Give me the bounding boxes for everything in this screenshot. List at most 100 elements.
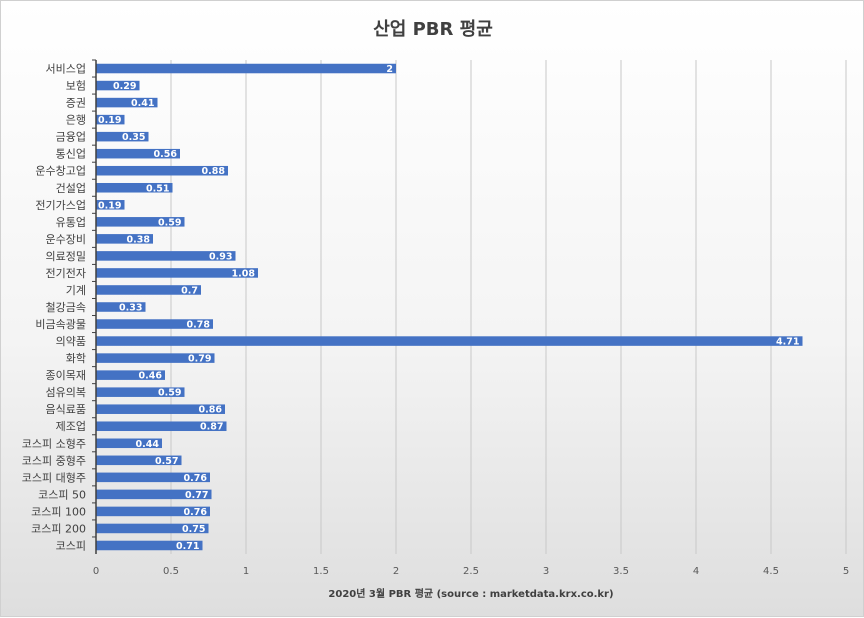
category-label: 금융업 xyxy=(56,131,86,144)
bar xyxy=(96,251,236,261)
x-tick-label: 0.5 xyxy=(163,566,179,577)
bar xyxy=(96,472,210,483)
x-tick-label: 3.5 xyxy=(613,566,629,577)
bar xyxy=(96,217,185,227)
data-label: 0.79 xyxy=(188,354,211,365)
category-label: 증권 xyxy=(66,97,86,110)
bar xyxy=(96,182,173,193)
bar xyxy=(96,540,203,551)
bar xyxy=(96,438,162,449)
data-label: 0.41 xyxy=(131,98,154,109)
bar xyxy=(96,387,185,397)
data-label: 0.19 xyxy=(98,115,121,126)
category-label: 전기가스업 xyxy=(35,199,86,212)
category-label: 코스피 소형주 xyxy=(22,437,86,450)
category-label: 제조업 xyxy=(56,420,86,433)
data-label: 0.59 xyxy=(158,388,181,399)
category-label: 코스피 xyxy=(56,539,86,552)
category-label: 철강금속 xyxy=(46,301,86,314)
category-label: 코스피 대형주 xyxy=(22,471,86,484)
x-tick-label: 2.5 xyxy=(463,566,479,577)
bar xyxy=(96,353,215,363)
x-axis-title: 2020년 3월 PBR 평균 (source : marketdata.krx… xyxy=(328,589,614,600)
data-label: 4.71 xyxy=(776,337,799,348)
data-label: 0.33 xyxy=(119,303,142,314)
bar xyxy=(96,165,228,176)
data-label: 0.57 xyxy=(155,456,178,467)
data-label: 0.46 xyxy=(139,371,163,382)
category-label: 코스피 중형주 xyxy=(22,454,86,467)
category-label: 기계 xyxy=(66,284,86,297)
bar xyxy=(96,148,180,159)
bar xyxy=(96,506,210,517)
category-label: 코스피 100 xyxy=(31,505,86,518)
data-label: 0.76 xyxy=(184,473,208,484)
category-label: 화학 xyxy=(66,352,86,365)
x-tick-label: 1.5 xyxy=(313,566,329,577)
data-label: 0.75 xyxy=(182,524,205,535)
bar xyxy=(96,523,209,534)
category-label: 종이목재 xyxy=(46,369,86,382)
data-label: 0.86 xyxy=(199,405,223,416)
bar xyxy=(96,268,258,278)
category-label: 음식료품 xyxy=(46,403,86,416)
x-tick-label: 4 xyxy=(693,566,699,577)
data-label: 0.88 xyxy=(202,166,226,177)
x-tick-label: 1 xyxy=(243,566,249,577)
category-label: 의료정밀 xyxy=(46,250,86,263)
category-label: 보험 xyxy=(66,80,86,93)
data-label: 0.93 xyxy=(209,251,232,262)
data-label: 0.78 xyxy=(187,320,211,331)
data-label: 0.59 xyxy=(158,217,181,228)
data-label: 0.77 xyxy=(185,490,208,501)
bar xyxy=(96,114,125,125)
bar xyxy=(96,63,396,74)
data-label: 1.08 xyxy=(232,268,256,279)
category-label: 전기전자 xyxy=(46,267,86,280)
category-label: 유통업 xyxy=(56,216,86,229)
bar xyxy=(96,404,225,414)
bar xyxy=(96,319,213,329)
x-tick-label: 0 xyxy=(93,566,99,577)
bar xyxy=(96,421,227,432)
data-label: 0.71 xyxy=(176,541,199,552)
bar xyxy=(96,370,165,380)
category-label: 코스피 200 xyxy=(31,522,86,535)
x-tick-label: 3 xyxy=(543,566,549,577)
data-label: 0.38 xyxy=(127,234,151,245)
bar xyxy=(96,234,153,244)
x-tick-label: 4.5 xyxy=(763,566,779,577)
category-label: 통신업 xyxy=(56,148,86,161)
data-label: 0.76 xyxy=(184,507,208,518)
bar xyxy=(96,336,803,346)
data-label: 0.87 xyxy=(200,422,223,433)
chart-title: 산업 PBR 평균 xyxy=(373,19,493,40)
data-label: 0.29 xyxy=(113,81,136,92)
x-tick-label: 2 xyxy=(393,566,399,577)
data-label: 2 xyxy=(386,64,393,75)
bar xyxy=(96,455,182,466)
data-label: 0.19 xyxy=(98,200,121,211)
data-label: 0.44 xyxy=(136,439,160,450)
x-tick-label: 5 xyxy=(843,566,849,577)
data-label: 0.56 xyxy=(154,149,178,160)
category-label: 섬유의복 xyxy=(46,386,86,399)
bar xyxy=(96,489,212,500)
data-label: 0.35 xyxy=(122,132,145,143)
bar xyxy=(96,200,125,210)
category-label: 서비스업 xyxy=(46,63,86,76)
category-label: 코스피 50 xyxy=(38,488,86,501)
category-label: 의약품 xyxy=(56,334,86,348)
bar xyxy=(96,285,201,295)
bar xyxy=(96,302,146,312)
category-label: 운수창고업 xyxy=(35,165,86,178)
data-label: 0.7 xyxy=(181,285,198,296)
category-label: 건설업 xyxy=(56,182,86,195)
bar xyxy=(96,80,140,91)
bar xyxy=(96,131,149,142)
data-label: 0.51 xyxy=(146,183,169,194)
category-label: 운수장비 xyxy=(46,233,86,246)
category-label: 비금속광물 xyxy=(35,318,86,331)
